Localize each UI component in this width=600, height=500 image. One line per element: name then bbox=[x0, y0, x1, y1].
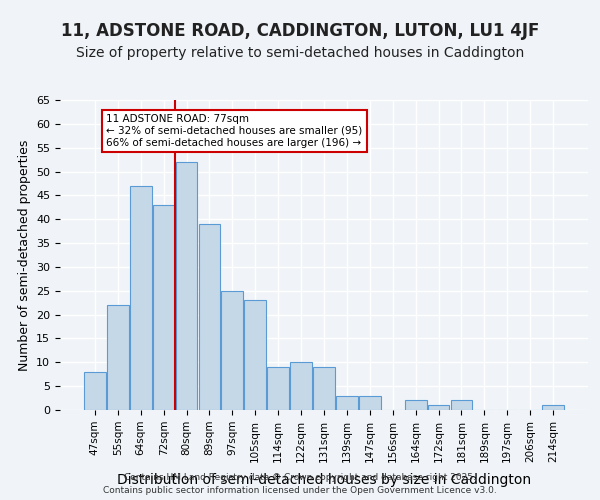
X-axis label: Distribution of semi-detached houses by size in Caddington: Distribution of semi-detached houses by … bbox=[117, 473, 531, 487]
Bar bbox=[84, 372, 106, 410]
Bar bbox=[107, 305, 128, 410]
Bar bbox=[244, 300, 266, 410]
Bar bbox=[359, 396, 381, 410]
Bar bbox=[451, 400, 472, 410]
Bar bbox=[153, 205, 175, 410]
Bar bbox=[405, 400, 427, 410]
Bar bbox=[176, 162, 197, 410]
Bar bbox=[313, 367, 335, 410]
Bar bbox=[267, 367, 289, 410]
Y-axis label: Number of semi-detached properties: Number of semi-detached properties bbox=[17, 140, 31, 370]
Bar bbox=[221, 291, 243, 410]
Bar bbox=[130, 186, 152, 410]
Text: Contains HM Land Registry data © Crown copyright and database right 2025.
Contai: Contains HM Land Registry data © Crown c… bbox=[103, 474, 497, 495]
Text: 11 ADSTONE ROAD: 77sqm
← 32% of semi-detached houses are smaller (95)
66% of sem: 11 ADSTONE ROAD: 77sqm ← 32% of semi-det… bbox=[106, 114, 362, 148]
Bar bbox=[199, 224, 220, 410]
Text: Size of property relative to semi-detached houses in Caddington: Size of property relative to semi-detach… bbox=[76, 46, 524, 60]
Bar bbox=[428, 405, 449, 410]
Bar bbox=[336, 396, 358, 410]
Bar bbox=[542, 405, 564, 410]
Text: 11, ADSTONE ROAD, CADDINGTON, LUTON, LU1 4JF: 11, ADSTONE ROAD, CADDINGTON, LUTON, LU1… bbox=[61, 22, 539, 40]
Bar bbox=[290, 362, 312, 410]
